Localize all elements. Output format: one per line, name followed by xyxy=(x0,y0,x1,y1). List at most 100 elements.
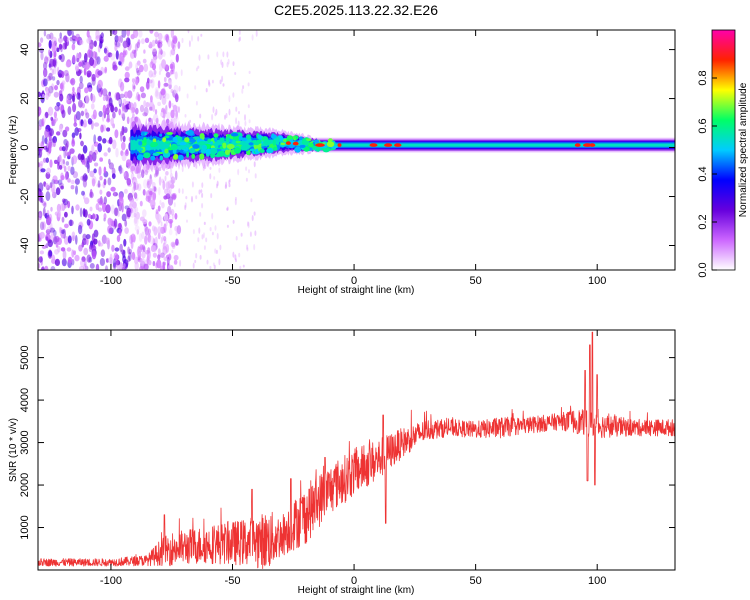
spectrogram-speckle xyxy=(88,244,94,250)
spectrogram-speckle xyxy=(159,42,162,49)
spectrogram-speckle xyxy=(157,226,162,235)
spectrogram-blob xyxy=(199,133,205,139)
spectrogram-speckle xyxy=(139,244,144,251)
spectrogram-hotspot xyxy=(337,143,342,147)
spectrogram-speckle xyxy=(170,30,175,39)
spectrogram-speckle xyxy=(245,166,248,171)
spectrogram-speckle xyxy=(78,244,83,252)
spectrogram-speckle xyxy=(107,147,111,153)
spectrogram-speckle xyxy=(170,168,173,174)
spectrogram-speckle xyxy=(63,236,70,245)
spectrogram-speckle xyxy=(221,75,224,83)
spectrogram-speckle xyxy=(83,209,88,218)
spectrogram-blob xyxy=(280,142,286,146)
spectrogram-speckle xyxy=(108,136,113,145)
spectrogram-speckle xyxy=(89,191,94,199)
spectrogram-speckle xyxy=(56,203,62,213)
spectrogram-blob xyxy=(273,146,278,151)
spectrogram-speckle xyxy=(130,210,136,218)
spectrogram-speckle xyxy=(209,166,212,170)
spectrogram-speckle xyxy=(200,33,203,37)
spectrogram-blob xyxy=(172,136,179,143)
spectrogram-blob xyxy=(170,143,178,150)
spectrogram-speckle xyxy=(62,250,67,260)
spectrogram-speckle xyxy=(45,236,49,241)
spectrogram-blob xyxy=(184,137,190,143)
spectrogram-speckle xyxy=(97,143,102,153)
spectrogram-speckle xyxy=(152,63,156,71)
spectrogram-speckle xyxy=(168,207,171,213)
spectrogram-speckle xyxy=(206,259,209,265)
snr-ytick-label: 4000 xyxy=(19,388,31,412)
spectrogram-speckle xyxy=(108,91,111,97)
spectrogram-speckle xyxy=(65,161,70,166)
spectrogram-speckle xyxy=(224,184,227,189)
spectrogram-speckle xyxy=(49,182,53,189)
spectrogram-speckle xyxy=(97,79,103,89)
spectrogram-blob xyxy=(272,139,276,146)
spectrogram-speckle xyxy=(163,83,166,91)
spectrogram-xtick-label: 0 xyxy=(351,275,357,287)
spectrogram-speckle xyxy=(148,188,154,196)
spectrogram-speckle xyxy=(121,125,125,136)
spectrogram-speckle xyxy=(164,33,170,42)
spectrogram-speckle xyxy=(226,51,229,58)
spectrogram-speckle xyxy=(54,105,60,111)
spectrogram-speckle xyxy=(174,71,178,80)
spectrogram-speckle xyxy=(145,250,150,255)
spectrogram-speckle xyxy=(79,207,83,218)
spectrogram-speckle xyxy=(169,63,174,70)
spectrogram-speckle xyxy=(141,244,146,251)
spectrogram-speckle xyxy=(126,116,130,125)
spectrogram-speckle xyxy=(165,181,171,191)
spectrogram-blob xyxy=(238,135,243,141)
spectrogram-speckle xyxy=(195,195,198,200)
spectrogram-speckle xyxy=(48,72,53,81)
spectrogram-speckle xyxy=(160,221,163,227)
spectrogram-speckle xyxy=(61,258,67,267)
spectrogram-speckle xyxy=(151,47,157,53)
spectrogram-speckle xyxy=(71,95,75,102)
spectrogram-speckle xyxy=(167,180,172,189)
spectrogram-speckle xyxy=(158,70,161,76)
spectrogram-speckle xyxy=(160,264,163,268)
spectrogram-blob xyxy=(270,134,277,139)
spectrogram-speckle xyxy=(184,205,187,210)
spectrogram-speckle xyxy=(160,252,165,258)
spectrogram-hotspot xyxy=(574,143,581,147)
spectrogram-speckle xyxy=(106,118,111,123)
spectrogram-speckle xyxy=(113,252,119,261)
spectrogram-speckle xyxy=(43,202,47,208)
spectrogram-speckle xyxy=(157,32,163,41)
spectrogram-speckle xyxy=(44,56,49,65)
spectrogram-speckle xyxy=(67,30,72,37)
snr-ytick-label: 1000 xyxy=(19,515,31,539)
spectrogram-speckle xyxy=(242,85,245,90)
spectrogram-speckle xyxy=(165,171,169,176)
spectrogram-speckle xyxy=(245,177,248,182)
spectrogram-speckle xyxy=(107,52,113,58)
spectrogram-speckle xyxy=(58,37,63,43)
spectrogram-speckle xyxy=(120,55,125,63)
colorbar-ticks: 0.0 0.2 0.4 0.6 0.8 xyxy=(697,70,717,278)
spectrogram-speckle xyxy=(38,42,42,48)
spectrogram-speckle xyxy=(203,245,206,251)
spectrogram-speckle xyxy=(92,151,97,162)
spectrogram-speckle xyxy=(143,263,149,270)
spectrogram-speckle xyxy=(137,39,141,45)
spectrogram-speckle xyxy=(77,153,82,160)
spectrogram-speckle xyxy=(86,218,91,226)
spectrogram-speckle xyxy=(44,265,49,270)
spectrogram-speckle xyxy=(148,221,152,227)
snr-xtick-label: -50 xyxy=(225,575,241,587)
spectrogram-speckle xyxy=(153,173,157,178)
spectrogram-speckle xyxy=(253,161,256,168)
spectrogram-xtick-label: -100 xyxy=(100,275,122,287)
spectrogram-speckle xyxy=(85,237,89,246)
spectrogram-blob xyxy=(152,138,157,143)
spectrogram-speckle xyxy=(105,49,110,57)
spectrogram-speckle xyxy=(232,219,235,224)
spectrogram-speckle xyxy=(119,243,123,252)
spectrogram-speckle xyxy=(211,231,214,236)
spectrogram-speckle xyxy=(72,86,75,93)
